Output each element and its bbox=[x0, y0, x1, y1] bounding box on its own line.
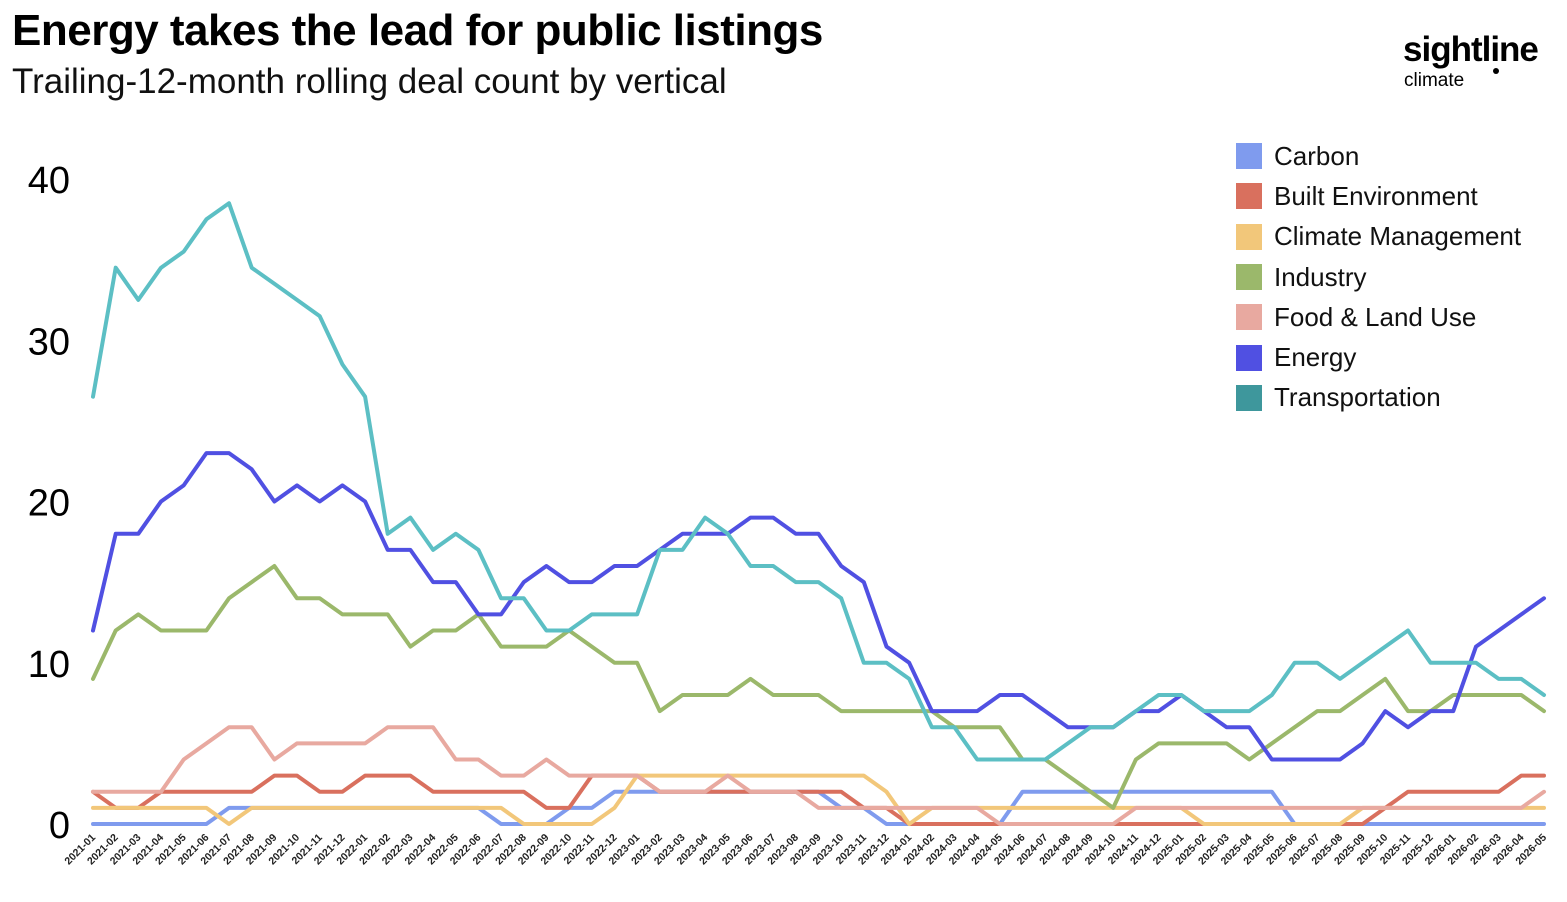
legend-label: Carbon bbox=[1274, 140, 1360, 171]
legend-swatch bbox=[1236, 183, 1262, 210]
legend-item: Energy bbox=[1236, 337, 1521, 377]
y-tick-label: 20 bbox=[28, 483, 70, 525]
legend-item: Transportation bbox=[1236, 378, 1521, 418]
series-line-climate-management bbox=[91, 773, 1546, 826]
series-line-transportation bbox=[91, 201, 1546, 762]
legend-label: Energy bbox=[1274, 342, 1357, 373]
y-tick-label: 40 bbox=[28, 160, 70, 202]
legend-swatch bbox=[1236, 223, 1262, 250]
legend-swatch bbox=[1236, 304, 1262, 331]
y-tick-label: 0 bbox=[49, 805, 70, 847]
legend-label: Climate Management bbox=[1274, 221, 1522, 252]
legend-item: Industry bbox=[1236, 257, 1521, 297]
legend-item: Carbon bbox=[1236, 136, 1521, 176]
line-chart: 0 10 20 30 40 2021-012021-022021-032021-0420… bbox=[28, 160, 1550, 868]
legend-item: Climate Management bbox=[1236, 217, 1521, 257]
legend-label: Transportation bbox=[1274, 382, 1441, 413]
legend-item: Built Environment bbox=[1236, 176, 1521, 216]
legend-label: Food & Land Use bbox=[1274, 301, 1477, 332]
y-axis: 0 10 20 30 40 bbox=[28, 160, 70, 847]
logo-dot-icon bbox=[1493, 68, 1499, 74]
logo-subtext: climate bbox=[1404, 70, 1465, 91]
x-axis: 2021-012021-022021-032021-042021-052021-… bbox=[62, 832, 1549, 868]
chart-title: Energy takes the lead for public listing… bbox=[12, 6, 823, 55]
series-line-industry bbox=[91, 564, 1546, 810]
sightline-logo: sightline climate bbox=[1403, 30, 1553, 100]
legend-item: Food & Land Use bbox=[1236, 297, 1521, 337]
legend-swatch bbox=[1236, 264, 1262, 291]
plot-area bbox=[91, 201, 1546, 826]
legend-swatch bbox=[1236, 344, 1262, 371]
legend-swatch bbox=[1236, 384, 1262, 411]
legend-swatch bbox=[1236, 143, 1262, 170]
y-tick-label: 10 bbox=[28, 644, 70, 686]
series-line-food-land-use bbox=[91, 725, 1546, 826]
logo-wordmark: sightline bbox=[1403, 30, 1539, 69]
legend-label: Industry bbox=[1274, 261, 1367, 292]
series-line-energy bbox=[91, 451, 1546, 762]
series-line-built-environment bbox=[91, 773, 1546, 826]
legend-label: Built Environment bbox=[1274, 180, 1478, 211]
chart-subtitle: Trailing-12-month rolling deal count by … bbox=[12, 62, 727, 101]
legend: Carbon Built Environment Climate Managemen… bbox=[1236, 136, 1521, 418]
y-tick-label: 30 bbox=[28, 321, 70, 363]
